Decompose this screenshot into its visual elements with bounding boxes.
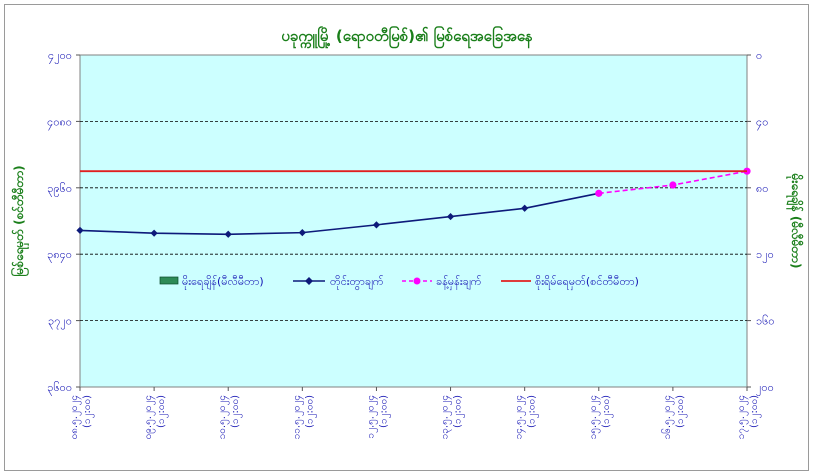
x-tick-label-group: ၁၇.၅.၂၀၂၄ (၁၂:၀၀): [736, 395, 762, 439]
y2-tick-label: ၈၀: [756, 182, 768, 195]
chart-title: ပခုက္ကူမြို့ (ရောဝတီမြစ်)၏ မြစ်ရေအခြေအနေ: [281, 25, 533, 49]
y-tick-label: ၄၀၈၀: [47, 115, 72, 130]
y2-axis-title: မိုးရေချိန် (မီလီမီတာ): [785, 173, 805, 269]
observed-point: [76, 226, 84, 235]
observed-point: [446, 212, 455, 221]
y-axis-title: မြစ်ရေမှတ် (စင်တီမီတာ): [9, 165, 30, 276]
chart-frame: ပခုက္ကူမြို့ (ရောဝတီမြစ်)၏ မြစ်ရေအခြေအနေ…: [4, 4, 809, 471]
x-tick-label-group: ၁၁.၅.၂၀၂၄ (၁၂:၀၀): [291, 395, 317, 439]
y2-tick-label: ၀: [756, 49, 762, 62]
x-tick-label-group: ၁၃.၅.၂၀၂၄ (၁၂:၀၀): [440, 395, 466, 439]
chart-svg: ပခုက္ကူမြို့ (ရောဝတီမြစ်)၏ မြစ်ရေအခြေအနေ…: [9, 25, 805, 439]
x-tick-label: ၁၆.၅.၂၀၂၄: [660, 395, 675, 439]
x-tick-label: ၁၀.၅.၂၀၂၄: [217, 395, 230, 439]
x-tick-label-time: (၁၂:၀၀): [601, 395, 614, 428]
x-tick-label: ၀၉.၅.၂၀၂၄: [143, 395, 156, 439]
x-tick-label-group: ၁၄.၅.၂၀၂၄ (၁၂:၀၀): [514, 395, 540, 439]
x-tick-label: ၁၇.၅.၂၀၂၄: [736, 395, 749, 439]
x-tick-label-time: (၁၂:၀၀): [82, 395, 95, 428]
legend: မိုးရေချိန်(မီလီမီတာ) တိုင်းတွာချက် ခန့်…: [159, 275, 639, 290]
y-tick-label: ၃၉၆၀: [47, 182, 72, 197]
y2-tick-label: ၂၀၀: [756, 381, 774, 396]
y-axis-ticks: ၃၆၀၀ ၃၇၂၀ ၃၈၄၀ ၃၉၆၀ ၄၀၈၀ ၄၂၀၀: [47, 49, 80, 396]
x-tick-label-time: (၁၂:၀၀): [304, 395, 317, 428]
observed-point: [224, 230, 232, 238]
y-tick-label: ၄၂၀၀: [48, 49, 72, 64]
x-tick-label-time: (၁၂:၀၀): [230, 395, 243, 428]
series-layer: [76, 167, 751, 238]
forecast-point: [669, 181, 677, 189]
y2-tick-label: ၁၆၀: [756, 315, 775, 328]
x-axis-ticks: ၀၈.၅.၂၀၂၄ (၁၂:၀၀) ၀၉.၅.၂၀၂၄ (၁၂:၀၀) ၁၀.၅.၂၀၂…: [69, 387, 762, 439]
y-tick-label: ၃၇၂၀: [48, 315, 72, 330]
legend-marker-forecast: [413, 277, 421, 285]
legend-label-danger: စိုးရိမ်ရေမှတ်(စင်တီမီတာ): [535, 275, 639, 290]
x-tick-label: ၁၃.၅.၂၀၂၄: [440, 395, 453, 439]
x-tick-label: ၀၈.၅.၂၀၂၄: [69, 395, 82, 439]
y2-tick-label: ၄၀: [756, 115, 768, 130]
x-tick-label-group: ၀၉.၅.၂၀၂၄ (၁၂:၀၀): [143, 395, 169, 439]
x-tick-label-group: ၁၀.၅.၂၀၂၄ (၁၂:၀၀): [217, 395, 243, 439]
observed-point: [521, 204, 529, 212]
x-tick-label-time: (၁၂:၀၀): [453, 395, 466, 428]
observed-point: [298, 229, 306, 237]
x-tick-label-group: ၁၅.၅.၂၀၂၄ (၁၂:၀၀): [588, 395, 614, 439]
x-tick-label-time: (၁၂:၀၀): [378, 395, 391, 428]
x-tick-label-time: (၁၂:၀၀): [156, 395, 169, 428]
legend-label-observed: တိုင်းတွာချက်: [330, 275, 384, 290]
x-tick-label-group: ၁၂.၅.၂၀၂၄ (၁၂:၀၀): [365, 395, 391, 439]
y-tick-label: ၃၆၀၀: [47, 381, 72, 396]
x-tick-label-group: ၀၈.၅.၂၀၂၄ (၁၂:၀၀): [69, 395, 95, 439]
legend-label-rain: မိုးရေချိန်(မီလီမီတာ): [182, 275, 264, 290]
legend-marker-observed: [305, 277, 313, 285]
forecast-point: [595, 189, 603, 197]
x-tick-label-time: (၁၂:၀၀): [749, 395, 762, 428]
gridlines: [80, 121, 747, 322]
series-observed-line: [79, 192, 599, 236]
x-tick-label: ၁၂.၅.၂၀၂၄: [365, 395, 378, 439]
observed-point: [150, 229, 158, 237]
x-tick-label: ၁၁.၅.၂၀၂၄: [291, 395, 304, 439]
y-tick-label: ၃၈၄၀: [47, 248, 72, 263]
x-tick-label-time: (၁၂:၀၀): [527, 395, 540, 428]
x-tick-label: ၁၄.၅.၂၀၂၄: [514, 395, 527, 439]
x-tick-label-group: ၁၆.၅.၂၀၂၄ (၁၂:၀၀): [660, 395, 688, 439]
legend-label-forecast: ခန့်မှန်းချက်: [436, 275, 482, 290]
observed-point: [372, 221, 381, 229]
x-tick-label-time: (၁၂:၀၀): [675, 395, 688, 428]
legend-swatch-rain: [159, 276, 179, 285]
y2-tick-label: ၁၂၀: [756, 248, 774, 263]
x-tick-label: ၁၅.၅.၂၀၂၄: [588, 395, 601, 439]
